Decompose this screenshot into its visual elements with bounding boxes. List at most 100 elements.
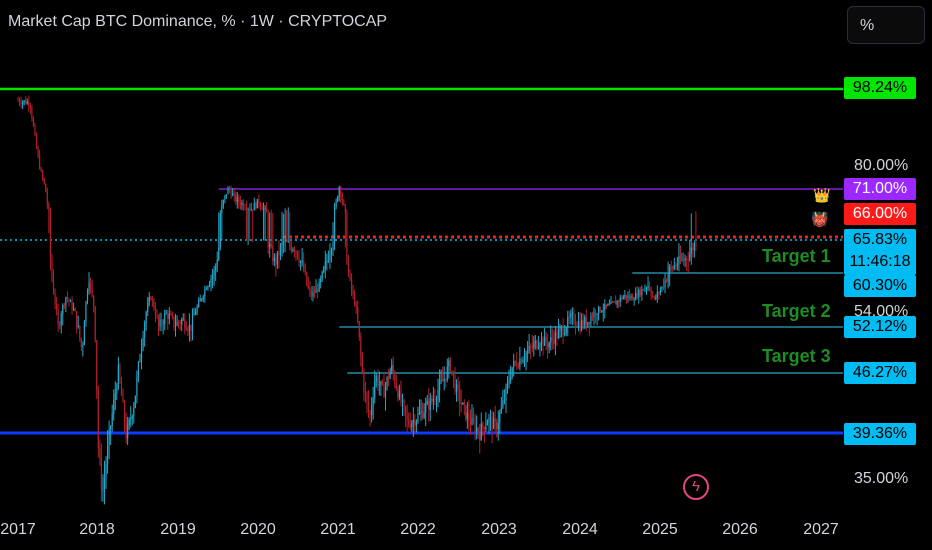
candle-body (443, 378, 445, 382)
candle-body (66, 297, 69, 299)
candle-body (482, 423, 484, 428)
candle-body (312, 292, 314, 297)
candle-body (601, 311, 603, 313)
candle-body (255, 202, 257, 209)
candle-body (486, 422, 489, 426)
candle-body (17, 100, 19, 102)
candle-body (292, 249, 294, 251)
price-tag-39: 39.36% (844, 423, 916, 445)
candle-body (241, 202, 243, 206)
candle-body (134, 395, 136, 408)
candle-body (128, 419, 130, 426)
candle-body (670, 266, 672, 268)
candle-body (333, 207, 336, 244)
candle-body (625, 294, 628, 299)
candle-body (669, 266, 671, 274)
candle-body (644, 288, 646, 291)
candle-body (607, 304, 609, 306)
candle-body (358, 321, 360, 337)
candles (17, 95, 697, 505)
candle-body (420, 410, 422, 413)
candle-body (562, 327, 564, 335)
candle-body (108, 429, 110, 446)
candle-body (460, 402, 462, 405)
candle-body (355, 304, 357, 307)
candle-body (142, 337, 144, 348)
candle-body (417, 413, 419, 422)
candle-body (187, 329, 189, 331)
candle-body (309, 288, 311, 291)
percent-scale-button[interactable]: % (847, 6, 925, 44)
candle-body (159, 319, 161, 327)
candle-body (357, 306, 359, 322)
candle-body (474, 421, 476, 432)
candle-body (673, 265, 675, 269)
candle-body (610, 301, 612, 305)
candle-body (632, 296, 634, 301)
candle-body (72, 308, 75, 310)
price-tag-66: 66.00% (844, 203, 916, 225)
candle-body (201, 298, 203, 300)
candle-body (695, 242, 697, 247)
candle-body (437, 390, 439, 400)
candle-body (596, 313, 598, 315)
candle-body (343, 200, 345, 205)
candle-body (438, 380, 441, 391)
candle-body (147, 303, 149, 313)
lightning-icon[interactable]: ϟ (683, 474, 709, 500)
candle-body (540, 338, 543, 345)
candle-body (550, 337, 552, 343)
candle-body (102, 489, 104, 491)
candle-body (256, 198, 258, 209)
candle-body (321, 271, 323, 280)
candle-body (45, 183, 47, 193)
price-tag-60: 60.30% (844, 275, 916, 297)
candle-body (616, 300, 618, 305)
year-label: 2023 (481, 521, 517, 538)
candle-body (194, 312, 197, 315)
candle-body (63, 305, 65, 307)
candle-body (148, 297, 150, 304)
candle-body (587, 321, 589, 326)
candle-body (505, 386, 507, 401)
candle-body (432, 399, 434, 402)
candle-body (252, 209, 254, 211)
candle-body (93, 295, 95, 307)
candle-body (539, 344, 541, 347)
candle-body (335, 201, 337, 208)
candle-body (608, 304, 611, 306)
candle-body (360, 336, 362, 356)
candle-body (381, 381, 384, 385)
candle-body (22, 101, 24, 104)
candle-body (162, 323, 164, 325)
candle-body (157, 315, 160, 327)
candle-body (463, 402, 465, 406)
candle-body (298, 257, 300, 263)
candle-body (165, 312, 167, 314)
candle-body (31, 107, 33, 118)
candle-body (111, 413, 113, 427)
candle-body (530, 346, 532, 348)
candle-body (392, 364, 394, 374)
year-label: 2020 (240, 521, 276, 538)
candle-body (270, 243, 272, 246)
candle-body (459, 389, 461, 403)
candle-body (40, 168, 42, 172)
candle-body (693, 242, 695, 251)
candle-body (167, 312, 169, 319)
candle-body (689, 253, 691, 260)
candle-body (641, 289, 643, 295)
candle-body (599, 306, 601, 312)
candle-body (42, 171, 44, 179)
candle-body (190, 324, 192, 331)
candle-body (264, 207, 266, 209)
candle-body (594, 311, 597, 315)
candle-body (344, 204, 346, 213)
candle-body (113, 400, 115, 414)
candle-body (412, 419, 414, 423)
candle-body (35, 134, 38, 148)
candle-body (590, 316, 592, 325)
year-label: 2018 (79, 521, 115, 538)
candle-body (303, 260, 305, 271)
